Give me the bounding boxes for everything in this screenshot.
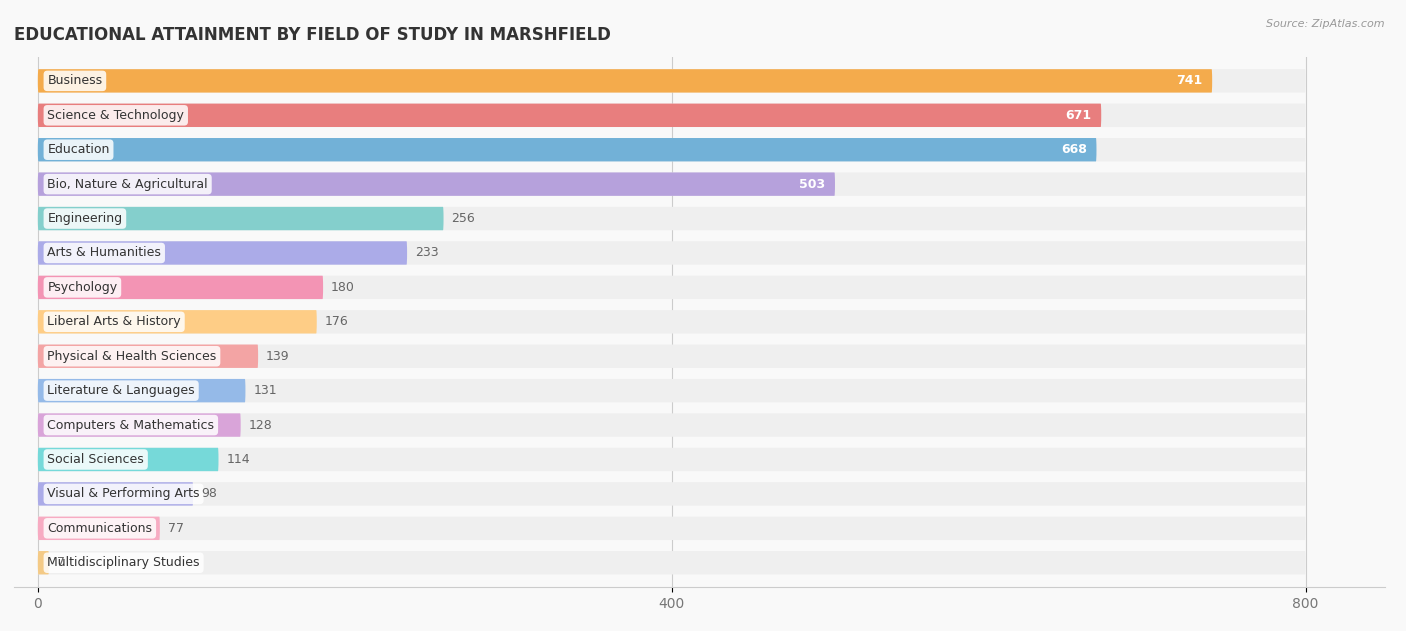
Text: Source: ZipAtlas.com: Source: ZipAtlas.com: [1267, 19, 1385, 29]
FancyBboxPatch shape: [38, 413, 240, 437]
Text: Engineering: Engineering: [48, 212, 122, 225]
Text: Literature & Languages: Literature & Languages: [48, 384, 195, 397]
FancyBboxPatch shape: [38, 103, 1306, 127]
Text: 7: 7: [56, 557, 65, 569]
Text: 114: 114: [226, 453, 250, 466]
FancyBboxPatch shape: [38, 276, 323, 299]
Text: 671: 671: [1066, 109, 1091, 122]
Text: Communications: Communications: [48, 522, 152, 535]
Text: Psychology: Psychology: [48, 281, 118, 294]
FancyBboxPatch shape: [38, 241, 1306, 264]
Text: 77: 77: [167, 522, 184, 535]
FancyBboxPatch shape: [38, 138, 1306, 162]
FancyBboxPatch shape: [38, 172, 835, 196]
FancyBboxPatch shape: [38, 207, 443, 230]
Text: 503: 503: [800, 178, 825, 191]
Text: Education: Education: [48, 143, 110, 156]
FancyBboxPatch shape: [38, 551, 1306, 574]
Text: Visual & Performing Arts: Visual & Performing Arts: [48, 487, 200, 500]
FancyBboxPatch shape: [38, 413, 1306, 437]
FancyBboxPatch shape: [38, 448, 218, 471]
Text: 128: 128: [249, 418, 273, 432]
Text: Liberal Arts & History: Liberal Arts & History: [48, 316, 181, 328]
FancyBboxPatch shape: [38, 345, 1306, 368]
FancyBboxPatch shape: [38, 138, 1097, 162]
FancyBboxPatch shape: [38, 103, 1101, 127]
FancyBboxPatch shape: [38, 345, 259, 368]
FancyBboxPatch shape: [38, 69, 1212, 93]
FancyBboxPatch shape: [38, 379, 246, 403]
Text: 668: 668: [1062, 143, 1087, 156]
FancyBboxPatch shape: [38, 172, 1306, 196]
Text: EDUCATIONAL ATTAINMENT BY FIELD OF STUDY IN MARSHFIELD: EDUCATIONAL ATTAINMENT BY FIELD OF STUDY…: [14, 26, 612, 44]
Text: 233: 233: [415, 247, 439, 259]
FancyBboxPatch shape: [38, 448, 1306, 471]
Text: 176: 176: [325, 316, 349, 328]
Text: Computers & Mathematics: Computers & Mathematics: [48, 418, 214, 432]
FancyBboxPatch shape: [38, 310, 1306, 334]
Text: Physical & Health Sciences: Physical & Health Sciences: [48, 350, 217, 363]
FancyBboxPatch shape: [38, 517, 160, 540]
Text: Bio, Nature & Agricultural: Bio, Nature & Agricultural: [48, 178, 208, 191]
Text: 98: 98: [201, 487, 217, 500]
FancyBboxPatch shape: [38, 379, 1306, 403]
Text: Arts & Humanities: Arts & Humanities: [48, 247, 162, 259]
FancyBboxPatch shape: [38, 207, 1306, 230]
Text: Social Sciences: Social Sciences: [48, 453, 143, 466]
Text: Business: Business: [48, 74, 103, 87]
FancyBboxPatch shape: [38, 276, 1306, 299]
FancyBboxPatch shape: [38, 241, 408, 264]
FancyBboxPatch shape: [38, 482, 193, 505]
FancyBboxPatch shape: [38, 69, 1306, 93]
FancyBboxPatch shape: [38, 482, 1306, 505]
Text: Science & Technology: Science & Technology: [48, 109, 184, 122]
FancyBboxPatch shape: [38, 551, 49, 574]
Text: 180: 180: [330, 281, 354, 294]
Text: 256: 256: [451, 212, 475, 225]
Text: 139: 139: [266, 350, 290, 363]
Text: 741: 741: [1177, 74, 1202, 87]
Text: Multidisciplinary Studies: Multidisciplinary Studies: [48, 557, 200, 569]
FancyBboxPatch shape: [38, 517, 1306, 540]
Text: 131: 131: [253, 384, 277, 397]
FancyBboxPatch shape: [38, 310, 316, 334]
